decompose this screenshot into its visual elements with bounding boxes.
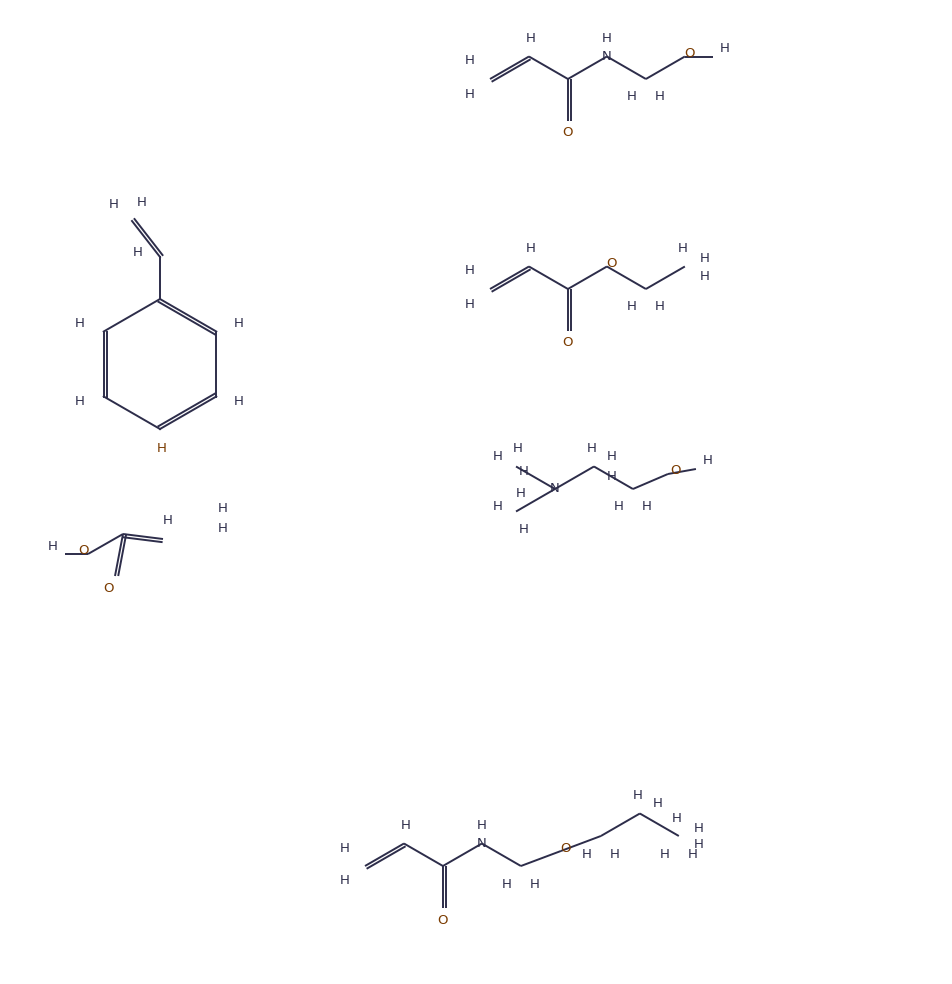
Text: H: H	[74, 395, 85, 408]
Text: O: O	[104, 582, 114, 594]
Text: N: N	[602, 50, 611, 63]
Text: H: H	[699, 270, 709, 283]
Text: H: H	[659, 847, 669, 860]
Text: H: H	[602, 32, 611, 45]
Text: H: H	[465, 88, 474, 100]
Text: O: O	[562, 127, 572, 140]
Text: H: H	[157, 443, 167, 456]
Text: H: H	[626, 91, 636, 103]
Text: H: H	[218, 523, 228, 535]
Text: H: H	[687, 847, 697, 860]
Text: H: H	[512, 442, 523, 455]
Text: H: H	[502, 878, 511, 891]
Text: O: O	[684, 47, 694, 60]
Text: H: H	[654, 300, 664, 314]
Text: H: H	[218, 503, 228, 516]
Text: O: O	[670, 463, 681, 476]
Text: H: H	[609, 847, 619, 860]
Text: O: O	[79, 543, 89, 557]
Text: O: O	[437, 913, 447, 927]
Text: H: H	[233, 395, 243, 408]
Text: O: O	[560, 841, 570, 854]
Text: H: H	[492, 450, 503, 463]
Text: O: O	[562, 337, 572, 349]
Text: H: H	[642, 501, 651, 514]
Text: H: H	[516, 487, 526, 500]
Text: H: H	[519, 523, 528, 536]
Text: H: H	[582, 847, 591, 860]
Text: H: H	[626, 300, 636, 314]
Text: N: N	[549, 482, 559, 496]
Text: H: H	[519, 465, 528, 478]
Text: H: H	[137, 197, 147, 210]
Text: H: H	[652, 797, 662, 810]
Text: H: H	[492, 500, 503, 513]
Text: H: H	[632, 789, 642, 802]
Text: H: H	[526, 242, 535, 255]
Text: H: H	[465, 297, 474, 311]
Text: H: H	[340, 875, 349, 888]
Text: H: H	[719, 42, 729, 55]
Text: H: H	[48, 539, 58, 552]
Text: H: H	[693, 837, 703, 850]
Text: H: H	[586, 442, 596, 455]
Text: H: H	[340, 841, 349, 854]
Text: H: H	[606, 470, 616, 483]
Text: H: H	[476, 819, 486, 832]
Text: H: H	[606, 450, 616, 463]
Text: H: H	[703, 455, 712, 467]
Text: H: H	[109, 199, 119, 212]
Text: O: O	[606, 257, 617, 270]
Text: H: H	[613, 501, 624, 514]
Text: N: N	[477, 837, 486, 850]
Text: H: H	[465, 54, 474, 68]
Text: H: H	[163, 515, 172, 527]
Text: H: H	[529, 878, 539, 891]
Text: H: H	[401, 819, 410, 832]
Text: H: H	[465, 265, 474, 277]
Text: H: H	[677, 242, 687, 255]
Text: H: H	[671, 812, 681, 825]
Text: H: H	[699, 252, 709, 265]
Text: H: H	[693, 822, 703, 834]
Text: H: H	[654, 91, 664, 103]
Text: H: H	[133, 245, 143, 259]
Text: H: H	[74, 317, 85, 330]
Text: H: H	[233, 317, 243, 330]
Text: H: H	[526, 32, 535, 45]
